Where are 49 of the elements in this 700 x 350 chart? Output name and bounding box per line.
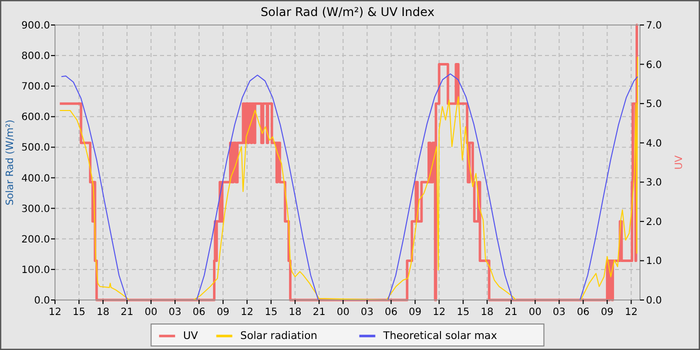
y-tick-label: 100.0 <box>21 264 50 276</box>
x-tick-label: 06 <box>384 307 398 318</box>
x-tick-label: 09 <box>408 307 422 318</box>
y-tick-label: 0.0 <box>34 296 50 306</box>
x-tick-label: 09 <box>216 307 230 318</box>
y-axis-title: Solar Rad (W/m²) <box>5 119 16 206</box>
x-tick-label: 18 <box>96 307 110 318</box>
x-tick-label: 12 <box>48 307 62 318</box>
x-tick-label: 15 <box>456 307 470 318</box>
x-tick-label: 18 <box>480 307 494 318</box>
y2-tick-label: 7.0 <box>646 20 662 32</box>
x-tick-label: 06 <box>576 307 590 318</box>
x-tick-label: 06 <box>192 307 206 318</box>
y-tick-label: 300.0 <box>21 204 50 215</box>
y2-tick-label: 1.0 <box>646 256 662 268</box>
y-tick-label: 500.0 <box>21 142 50 154</box>
y2-tick-label: 0.0 <box>646 296 662 306</box>
x-tick-label: 03 <box>360 307 374 318</box>
x-tick-label: 03 <box>552 307 566 318</box>
y-tick-label: 700.0 <box>21 82 50 93</box>
x-tick-label: 21 <box>120 307 134 318</box>
y2-tick-label: 3.0 <box>646 178 662 189</box>
y2-tick-label: 2.0 <box>646 216 662 228</box>
y2-tick-label: 4.0 <box>646 138 662 150</box>
y2-tick-label: 5.0 <box>646 99 662 110</box>
x-tick-label: 21 <box>504 307 518 318</box>
y2-axis-title: UV <box>674 155 685 170</box>
legend-label: Theoretical solar max <box>382 330 498 342</box>
x-tick-label: 18 <box>288 307 302 318</box>
x-tick-label: 15 <box>72 307 86 318</box>
x-tick-label: 00 <box>336 307 350 318</box>
x-tick-label: 00 <box>144 307 158 318</box>
y2-tick-label: 6.0 <box>646 60 662 71</box>
y-tick-label: 200.0 <box>21 234 50 246</box>
y-tick-label: 900.0 <box>21 20 50 32</box>
x-tick-label: 21 <box>312 307 326 318</box>
x-tick-label: 12 <box>624 307 638 318</box>
y-tick-label: 600.0 <box>21 112 50 124</box>
x-tick-label: 09 <box>600 307 614 318</box>
x-tick-label: 00 <box>528 307 542 318</box>
x-tick-label: 12 <box>240 307 254 318</box>
y-tick-label: 400.0 <box>21 173 50 184</box>
y-tick-label: 800.0 <box>21 51 50 62</box>
x-tick-label: 15 <box>264 307 278 318</box>
legend-label: UV <box>183 330 199 342</box>
legend-label: Solar radiation <box>240 330 318 342</box>
x-tick-label: 12 <box>432 307 446 318</box>
chart-title: Solar Rad (W/m²) & UV Index <box>260 5 434 19</box>
x-tick-label: 03 <box>168 307 182 318</box>
